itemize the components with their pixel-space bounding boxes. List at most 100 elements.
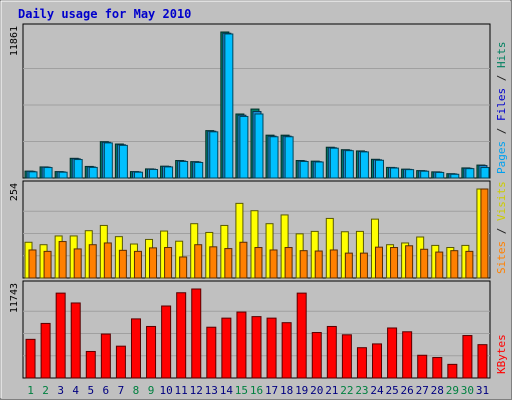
bar-sites-31 [480, 188, 489, 279]
bar-kbytes-24 [372, 343, 383, 379]
bar-pages-2 [43, 167, 53, 179]
series-pages [28, 33, 490, 179]
bar-pages-18 [284, 136, 294, 179]
bar-sites-19 [299, 250, 308, 279]
bar-pages-3 [58, 171, 68, 179]
panel-visits-sites: 254 Sites / Visits [9, 180, 508, 279]
bar-kbytes-1 [25, 338, 36, 379]
bar-kbytes-27 [417, 354, 428, 379]
x-tick-label: 14 [220, 384, 234, 397]
bar-sites-30 [465, 250, 474, 279]
bar-pages-23 [359, 151, 369, 179]
bar-pages-31 [480, 167, 490, 179]
bar-pages-8 [133, 171, 143, 179]
legend-label: Files [495, 88, 508, 121]
bar-kbytes-16 [251, 316, 262, 379]
bar-kbytes-13 [206, 326, 217, 379]
x-tick-label: 7 [118, 384, 125, 397]
x-tick-label: 31 [476, 384, 489, 397]
bar-kbytes-15 [236, 311, 247, 379]
legend-label: / [495, 121, 508, 141]
bar-kbytes-4 [70, 302, 81, 379]
bar-sites-1 [28, 249, 37, 279]
bar-pages-10 [164, 166, 174, 179]
bar-pages-30 [465, 168, 475, 179]
bar-pages-5 [88, 166, 98, 179]
bar-pages-4 [73, 159, 83, 179]
chart-title: Daily usage for May 2010 [18, 7, 191, 21]
x-tick-label: 30 [461, 384, 474, 397]
x-tick-label: 10 [159, 384, 172, 397]
x-tick-label: 16 [250, 384, 263, 397]
x-tick-label: 13 [205, 384, 218, 397]
bar-kbytes-14 [221, 317, 232, 379]
bar-pages-14 [224, 33, 234, 179]
bar-sites-10 [164, 247, 173, 279]
x-tick-label: 27 [416, 384, 429, 397]
bar-sites-29 [450, 250, 459, 279]
x-tick-label: 26 [401, 384, 414, 397]
bar-pages-22 [344, 150, 354, 179]
bar-kbytes-6 [100, 333, 111, 379]
bar-sites-9 [149, 247, 158, 279]
bar-sites-12 [194, 244, 203, 279]
bar-sites-3 [58, 241, 67, 279]
bar-pages-6 [103, 142, 113, 179]
bar-pages-11 [179, 161, 189, 179]
x-tick-label: 5 [87, 384, 94, 397]
bar-kbytes-9 [146, 325, 157, 379]
x-tick-label: 28 [431, 384, 444, 397]
bar-sites-13 [209, 246, 218, 279]
bar-sites-6 [103, 242, 112, 279]
legend-label: / [495, 68, 508, 88]
bar-kbytes-28 [432, 357, 443, 379]
bar-kbytes-3 [55, 292, 66, 379]
series-legend: KBytes [495, 334, 508, 374]
x-tick-label: 8 [133, 384, 140, 397]
bar-sites-25 [390, 247, 399, 279]
y-max-label: 254 [9, 183, 20, 201]
y-max-label: 11743 [9, 283, 20, 313]
legend-label: KBytes [495, 334, 508, 374]
bar-kbytes-17 [266, 317, 277, 379]
bar-kbytes-30 [462, 335, 473, 379]
legend-label: Pages [495, 141, 508, 174]
x-tick-label: 11 [175, 384, 188, 397]
x-tick-label: 15 [235, 384, 248, 397]
panel-kbytes: 11743 KBytes [9, 280, 508, 379]
bar-sites-15 [239, 241, 248, 279]
y-max-label: 11861 [9, 26, 20, 56]
bar-pages-12 [194, 161, 204, 179]
bar-pages-9 [149, 169, 159, 179]
bar-kbytes-11 [176, 292, 187, 379]
chart-panels: 11861 Pages / Files / Hits 254 Sites / Visi… [9, 23, 508, 379]
bar-sites-16 [254, 247, 263, 279]
series-legend: Sites / Visits [495, 181, 508, 274]
bar-kbytes-20 [311, 332, 322, 379]
panel-hits-files-pages: 11861 Pages / Files / Hits [9, 23, 508, 179]
bar-sites-21 [329, 249, 338, 279]
x-tick-label: 25 [385, 384, 398, 397]
bar-pages-25 [390, 167, 400, 179]
series-legend: Pages / Files / Hits [495, 42, 508, 175]
bar-pages-21 [329, 147, 339, 179]
bar-kbytes-26 [402, 331, 413, 379]
bar-kbytes-7 [115, 345, 126, 379]
bar-pages-17 [269, 136, 279, 179]
x-tick-label: 12 [190, 384, 203, 397]
legend-label: Sites [495, 241, 508, 274]
bar-kbytes-5 [85, 350, 96, 379]
bar-pages-7 [118, 144, 128, 179]
bar-kbytes-21 [326, 325, 337, 379]
bar-pages-20 [314, 161, 324, 179]
bar-pages-29 [450, 173, 460, 179]
x-tick-label: 6 [103, 384, 110, 397]
x-axis-labels: 1 2 3 4 5 6 7 8 9 10 11 12 13 14 15 16 17 18 19 20 21 22 23 24 2… [27, 384, 489, 397]
bar-kbytes-10 [161, 305, 172, 379]
bar-pages-16 [254, 113, 264, 179]
x-tick-label: 23 [355, 384, 368, 397]
bar-pages-13 [209, 131, 219, 179]
bar-pages-15 [239, 115, 249, 179]
